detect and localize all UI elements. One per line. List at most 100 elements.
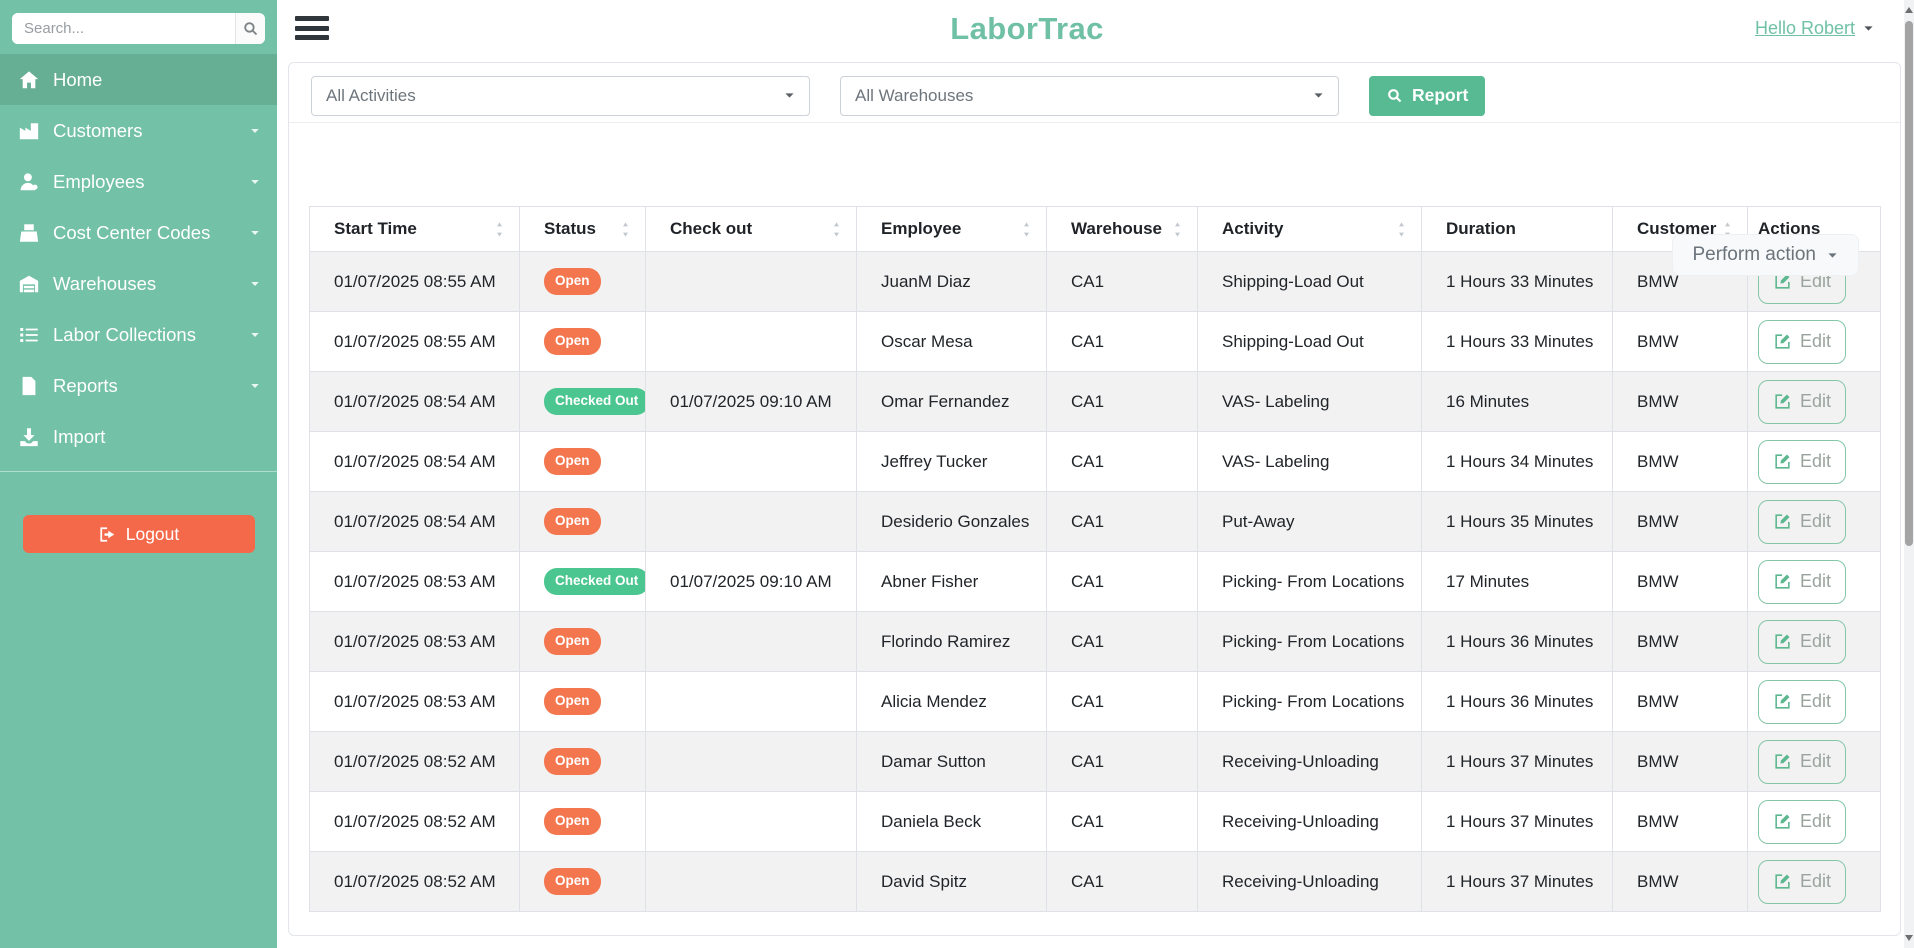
column-header-activity[interactable]: Activity: [1198, 207, 1422, 251]
edit-button[interactable]: Edit: [1758, 319, 1847, 364]
sort-down-icon: [831, 230, 842, 238]
logout-label: Logout: [125, 523, 180, 544]
sidebar-item-home[interactable]: Home: [0, 54, 277, 105]
cell-value: 1 Hours 37 Minutes: [1446, 811, 1594, 831]
sort-up-icon: [1396, 221, 1407, 229]
cell-duration: 1 Hours 37 Minutes: [1422, 732, 1613, 791]
warehouses-select[interactable]: All Warehouses: [840, 75, 1339, 116]
cell-value: BMW: [1637, 331, 1679, 351]
sidebar-item-warehouses[interactable]: Warehouses: [0, 258, 277, 309]
edit-button[interactable]: Edit: [1758, 679, 1847, 724]
column-header-label: Status: [544, 219, 596, 238]
edit-button[interactable]: Edit: [1758, 499, 1847, 544]
sort-up-icon: [1021, 221, 1032, 229]
cell-employee: Oscar Mesa: [857, 312, 1047, 371]
cell-warehouse: CA1: [1047, 792, 1198, 851]
sidebar-item-labor-collections[interactable]: Labor Collections: [0, 309, 277, 360]
cell-start-time: 01/07/2025 08:53 AM: [310, 672, 520, 731]
cell-value: CA1: [1071, 751, 1105, 771]
cell-customer: BMW: [1613, 792, 1748, 851]
sidebar-item-import[interactable]: Import: [0, 411, 277, 462]
perform-action-button[interactable]: Perform action: [1672, 234, 1859, 276]
caret-down-icon: [249, 278, 261, 290]
sort-down-icon: [1172, 230, 1183, 238]
hamburger-menu-icon[interactable]: [295, 16, 329, 45]
report-button[interactable]: Report: [1369, 75, 1486, 116]
edit-button[interactable]: Edit: [1758, 559, 1847, 604]
scrollbar-thumb[interactable]: [1905, 21, 1913, 546]
scrollbar[interactable]: [1904, 0, 1914, 948]
column-header-warehouse[interactable]: Warehouse: [1047, 207, 1198, 251]
table-row: 01/07/2025 08:53 AM Open Florindo Ramirez C…: [310, 611, 1881, 671]
sidebar-search: [12, 13, 265, 44]
status-badge: Open: [544, 868, 601, 895]
cell-value: 1 Hours 34 Minutes: [1446, 451, 1594, 471]
table-row: 01/07/2025 08:55 AM Open JuanM Diaz CA1 Ship…: [310, 251, 1881, 311]
cell-value: Picking- From Locations: [1222, 631, 1405, 651]
cell-value: Shipping-Load Out: [1222, 271, 1364, 291]
sidebar-item-cost-center-codes[interactable]: Cost Center Codes: [0, 207, 277, 258]
cell-warehouse: CA1: [1047, 372, 1198, 431]
sort-icon: [1021, 221, 1032, 238]
cell-warehouse: CA1: [1047, 732, 1198, 791]
column-header-status[interactable]: Status: [520, 207, 646, 251]
sort-icon: [620, 221, 631, 238]
cell-employee: David Spitz: [857, 852, 1047, 911]
list-icon: [18, 324, 40, 346]
cell-employee: JuanM Diaz: [857, 252, 1047, 311]
cell-warehouse: CA1: [1047, 612, 1198, 671]
sidebar-item-label: Warehouses: [53, 272, 157, 294]
cell-start-time: 01/07/2025 08:55 AM: [310, 312, 520, 371]
cell-customer: BMW: [1613, 312, 1748, 371]
status-badge: Open: [544, 328, 601, 355]
table-row: 01/07/2025 08:52 AM Open Daniela Beck CA1 Re…: [310, 791, 1881, 851]
sidebar-item-customers[interactable]: Customers: [0, 105, 277, 156]
edit-button[interactable]: Edit: [1758, 799, 1847, 844]
cell-check-out: [646, 852, 857, 911]
edit-button[interactable]: Edit: [1758, 619, 1847, 664]
edit-button[interactable]: Edit: [1758, 859, 1847, 904]
caret-down-icon: [249, 227, 261, 239]
table-row: 01/07/2025 08:54 AM Open Desiderio Gonzale…: [310, 491, 1881, 551]
edit-label: Edit: [1800, 271, 1832, 291]
column-header-start-time[interactable]: Start Time: [310, 207, 520, 251]
sidebar-item-employees[interactable]: Employees: [0, 156, 277, 207]
sign-out-icon: [98, 525, 117, 544]
column-header-duration: Duration: [1422, 207, 1613, 251]
edit-button[interactable]: Edit: [1758, 439, 1847, 484]
cell-start-time: 01/07/2025 08:54 AM: [310, 432, 520, 491]
edit-button[interactable]: Edit: [1758, 739, 1847, 784]
content-card: All Activities All Warehouses Report Per…: [288, 62, 1901, 936]
column-header-label: Check out: [670, 219, 753, 238]
sidebar-item-reports[interactable]: Reports: [0, 360, 277, 411]
cell-value: Omar Fernandez: [881, 391, 1010, 411]
scroll-up-arrow-icon[interactable]: [1905, 7, 1913, 13]
cell-activity: Receiving-Unloading: [1198, 732, 1422, 791]
cell-value: 1 Hours 36 Minutes: [1446, 691, 1594, 711]
cell-status: Open: [520, 792, 646, 851]
app-title: LaborTrac: [950, 11, 1104, 46]
logout-button[interactable]: Logout: [22, 515, 255, 553]
table-header-row: Start Time Status Check out Employee Warehou…: [310, 206, 1881, 251]
column-header-label: Actions: [1758, 219, 1821, 238]
edit-label: Edit: [1800, 571, 1832, 591]
sort-up-icon: [494, 221, 505, 229]
edit-button[interactable]: Edit: [1758, 379, 1847, 424]
user-icon: [18, 171, 40, 193]
activities-select[interactable]: All Activities: [311, 75, 810, 116]
sort-down-icon: [494, 230, 505, 238]
cell-duration: 1 Hours 37 Minutes: [1422, 792, 1613, 851]
column-header-check-out[interactable]: Check out: [646, 207, 857, 251]
edit-label: Edit: [1800, 451, 1832, 471]
cell-value: Picking- From Locations: [1222, 571, 1405, 591]
cell-customer: BMW: [1613, 852, 1748, 911]
sidebar-divider: [0, 471, 277, 472]
edit-label: Edit: [1800, 811, 1832, 831]
search-button[interactable]: [235, 13, 265, 44]
scroll-down-arrow-icon[interactable]: [1905, 935, 1913, 941]
column-header-employee[interactable]: Employee: [857, 207, 1047, 251]
cell-activity: Receiving-Unloading: [1198, 792, 1422, 851]
cell-value: Damar Sutton: [881, 751, 986, 771]
user-menu[interactable]: Hello Robert: [1755, 18, 1875, 39]
search-input[interactable]: [12, 13, 235, 44]
